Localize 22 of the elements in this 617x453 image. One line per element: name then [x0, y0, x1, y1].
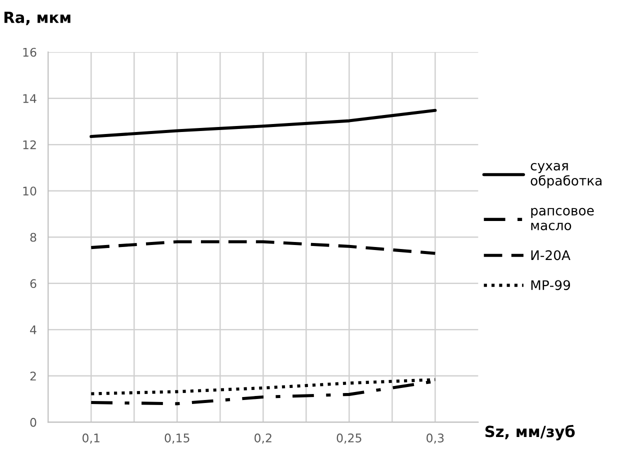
y-tick-label: 12: [23, 140, 36, 150]
x-axis-title: Sz, мм/зуб: [485, 424, 575, 440]
x-tick-label: 0,25: [336, 434, 362, 444]
x-tick-label: 0,15: [164, 434, 190, 444]
line-series: [90, 240, 437, 255]
y-tick-label: 6: [30, 279, 36, 288]
legend-label: И-20А: [531, 250, 570, 260]
y-tick-label: 4: [30, 326, 36, 334]
y-tick-label: 2: [30, 372, 36, 380]
x-tick-label: 0,1: [82, 434, 100, 444]
line-series: [90, 108, 437, 138]
y-tick-label: 14: [23, 94, 36, 103]
y-axis-title: Ra, мкм: [4, 12, 70, 26]
x-tick-label: 0,2: [254, 434, 272, 444]
y-tick-label: 16: [23, 48, 36, 57]
legend-label: МР-99: [531, 280, 570, 290]
legend-label: сухая обработка: [530, 162, 602, 188]
y-tick-label: 8: [30, 232, 36, 242]
legend-label: рапсовое масло: [531, 208, 594, 230]
y-tick-label: 10: [23, 186, 36, 196]
y-tick-label: 0: [30, 418, 36, 427]
x-tick-label: 0,3: [426, 434, 444, 444]
